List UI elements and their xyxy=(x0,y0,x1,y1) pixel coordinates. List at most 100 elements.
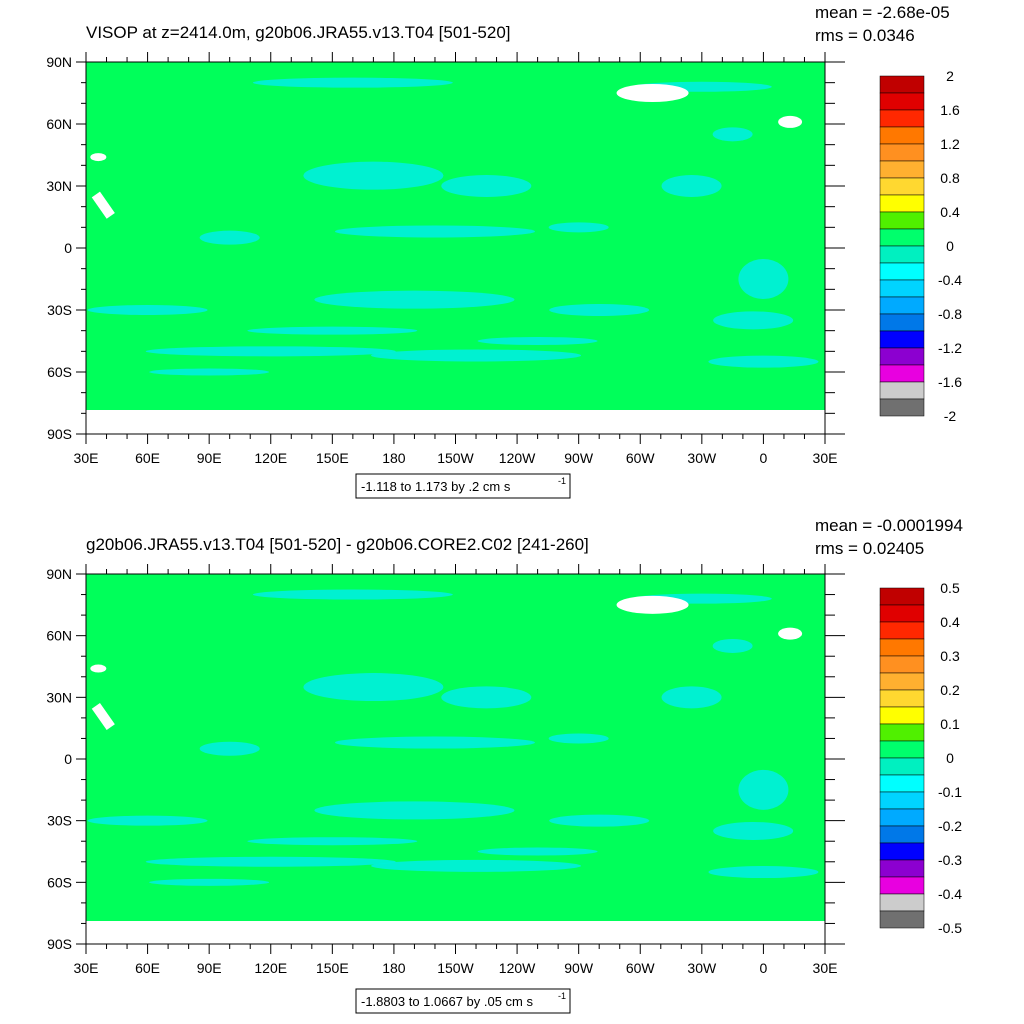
ice-patch-arctic xyxy=(616,595,689,614)
anomaly-patch xyxy=(371,859,582,872)
colorbar-label: -1.6 xyxy=(938,374,962,390)
colorbar-swatch xyxy=(879,621,925,640)
anomaly-patch xyxy=(334,225,535,238)
x-tick-label: 30E xyxy=(74,450,99,466)
x-tick-label: 90E xyxy=(197,450,222,466)
colorbar-label: 0 xyxy=(946,238,954,254)
y-tick-label: 90N xyxy=(46,566,72,582)
colorbar-swatch xyxy=(879,313,925,332)
y-tick-label: 0 xyxy=(64,240,72,256)
anomaly-patch xyxy=(145,856,396,867)
colorbar-swatch xyxy=(879,876,925,895)
anomaly-patch xyxy=(149,368,270,376)
colorbar-swatch xyxy=(879,296,925,315)
anomaly-patch xyxy=(712,127,753,142)
colorbar-swatch xyxy=(879,92,925,111)
y-tick-label: 30N xyxy=(46,689,72,705)
anomaly-patch xyxy=(548,733,609,744)
map-panel-2: 30E 60E 90E 120E 150E 180 150W 120W 90W 60W 30W 0 30… xyxy=(46,516,963,1014)
colorbar-label: 1.2 xyxy=(940,136,960,152)
anomaly-patch xyxy=(441,686,532,709)
x-tick-label: 180 xyxy=(382,960,406,976)
y-tick-label: 60S xyxy=(47,364,72,380)
anomaly-patch xyxy=(661,175,722,197)
colorbar-swatch xyxy=(879,689,925,708)
ice-patch-east xyxy=(778,627,803,640)
x-tick-label: 0 xyxy=(760,960,768,976)
anomaly-patch xyxy=(712,638,753,653)
colorbar-label: -0.8 xyxy=(938,306,962,322)
colorbar-swatch xyxy=(879,228,925,247)
anomaly-patch xyxy=(314,290,515,309)
colorbar-swatch xyxy=(879,723,925,742)
colorbar-swatch xyxy=(879,245,925,264)
colorbar-swatch xyxy=(879,262,925,281)
colorbar-swatch xyxy=(879,757,925,776)
colorbar-label: 0.2 xyxy=(940,682,960,698)
colorbar-label: -0.1 xyxy=(938,784,962,800)
chart-title: g20b06.JRA55.v13.T04 [501-520] - g20b06.… xyxy=(86,535,589,554)
range-label: -1.118 to 1.173 by .2 cm s xyxy=(361,479,511,494)
x-tick-label: 180 xyxy=(382,450,406,466)
colorbar-swatch xyxy=(879,330,925,349)
no-data-band xyxy=(86,410,825,434)
colorbar-label: -0.4 xyxy=(938,272,962,288)
y-tick-label: 30S xyxy=(47,302,72,318)
anomaly-patch xyxy=(548,222,609,233)
anomaly-patch xyxy=(252,77,453,88)
x-tick-label: 90W xyxy=(564,960,594,976)
x-tick-label: 90E xyxy=(197,960,222,976)
anomaly-patch xyxy=(247,326,418,335)
ice-patch-west xyxy=(90,664,107,673)
colorbar-swatch xyxy=(879,587,925,606)
anomaly-patch xyxy=(477,337,598,345)
x-tick-label: 120E xyxy=(254,450,287,466)
colorbar-swatch xyxy=(879,364,925,383)
anomaly-patch xyxy=(549,304,650,316)
y-tick-label: 30S xyxy=(47,813,72,829)
anomaly-patch xyxy=(303,161,444,190)
anomaly-patch xyxy=(303,673,444,702)
colorbar-label: 0.1 xyxy=(940,716,960,732)
range-exponent: -1 xyxy=(558,476,566,486)
anomaly-patch xyxy=(199,741,260,756)
anomaly-patch xyxy=(87,305,208,315)
anomaly-patch xyxy=(713,821,794,840)
x-tick-label: 30E xyxy=(74,960,99,976)
x-tick-label: 120W xyxy=(499,450,536,466)
colorbar-swatch xyxy=(879,893,925,912)
anomaly-patch xyxy=(247,837,418,846)
colorbar-swatch xyxy=(879,740,925,759)
chart-title: VISOP at z=2414.0m, g20b06.JRA55.v13.T04… xyxy=(86,23,511,42)
colorbar-label: -0.2 xyxy=(938,818,962,834)
y-tick-label: 30N xyxy=(46,178,72,194)
colorbar-swatch xyxy=(879,279,925,298)
no-data-band xyxy=(86,921,825,944)
colorbar-swatch xyxy=(879,825,925,844)
x-tick-label: 60E xyxy=(135,960,160,976)
colorbar-label: -0.3 xyxy=(938,852,962,868)
colorbar-swatch xyxy=(879,655,925,674)
x-tick-label: 30E xyxy=(813,960,838,976)
colorbar-label: 0.3 xyxy=(940,648,960,664)
colorbar-swatch xyxy=(879,160,925,179)
x-tick-label: 60W xyxy=(626,450,656,466)
mean-label: mean = -0.0001994 xyxy=(815,516,963,535)
anomaly-patch xyxy=(708,355,819,368)
range-exponent: -1 xyxy=(558,991,566,1001)
anomaly-patch xyxy=(738,259,789,299)
y-tick-label: 60N xyxy=(46,628,72,644)
x-tick-label: 0 xyxy=(760,450,768,466)
rms-label: rms = 0.02405 xyxy=(815,539,924,558)
x-tick-label: 30W xyxy=(687,450,717,466)
anomaly-patch xyxy=(199,230,260,245)
y-tick-label: 60S xyxy=(47,874,72,890)
colorbar-swatch xyxy=(879,194,925,213)
anomaly-patch xyxy=(371,349,582,362)
y-tick-label: 90S xyxy=(47,936,72,952)
colorbar-label: -0.4 xyxy=(938,886,962,902)
ice-patch-east xyxy=(778,115,803,128)
colorbar-swatch xyxy=(879,75,925,94)
anomaly-patch xyxy=(149,878,270,886)
